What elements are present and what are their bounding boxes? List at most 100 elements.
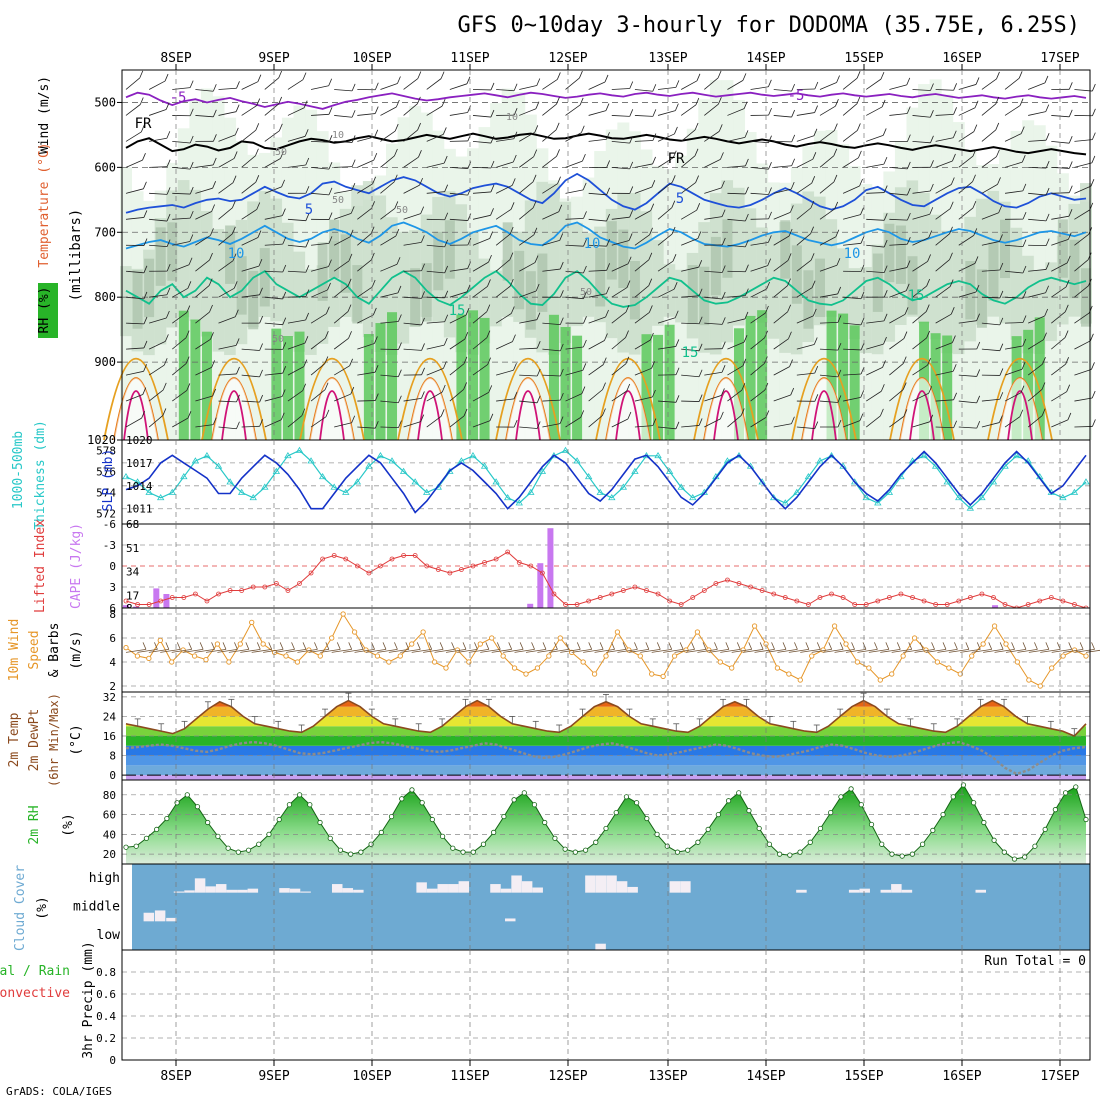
thickness-point bbox=[503, 493, 512, 501]
wind-barb bbox=[148, 389, 164, 402]
wind-barb bbox=[443, 155, 448, 164]
wind-barb bbox=[195, 164, 214, 168]
wind-barb bbox=[542, 240, 560, 246]
thickness-point bbox=[133, 478, 142, 485]
wind-barb bbox=[950, 177, 955, 185]
wind-barb bbox=[305, 213, 310, 221]
date-label-bottom: 12SEP bbox=[548, 1069, 587, 1084]
wind-speed-point bbox=[260, 641, 266, 647]
wind-barb bbox=[983, 649, 1004, 653]
wind-barb bbox=[194, 649, 215, 653]
wind-speed-point bbox=[1003, 641, 1009, 647]
temperature-contour bbox=[299, 357, 365, 441]
wind-barb bbox=[148, 80, 166, 90]
wind-barb bbox=[405, 642, 410, 650]
date-label-top: 8SEP bbox=[160, 51, 191, 66]
wind-barb bbox=[999, 392, 1004, 400]
wind-barb bbox=[380, 83, 398, 90]
wind-barb bbox=[880, 384, 885, 392]
wind-speed-point bbox=[123, 644, 129, 651]
wind-barb bbox=[142, 642, 147, 650]
wind-speed-point bbox=[591, 671, 598, 677]
wind-barb bbox=[745, 213, 749, 222]
wind-barb bbox=[251, 649, 272, 653]
rh-shade bbox=[271, 328, 282, 440]
wind-barb bbox=[256, 98, 261, 106]
rh-point bbox=[205, 819, 211, 826]
wind-barb bbox=[1085, 649, 1100, 653]
wind-barb bbox=[1004, 133, 1022, 142]
cape-bar bbox=[537, 563, 544, 608]
wind-barb bbox=[217, 649, 238, 653]
wind-barb bbox=[674, 649, 695, 653]
wind-barb bbox=[160, 649, 181, 653]
temp-band bbox=[126, 745, 1086, 756]
rh-label: 50 bbox=[272, 334, 284, 345]
warm-core bbox=[408, 378, 452, 440]
wind-barb bbox=[195, 211, 212, 220]
wind-barb bbox=[354, 649, 375, 653]
wind-barb bbox=[743, 649, 764, 653]
wind-barb bbox=[773, 235, 790, 246]
wind-barb bbox=[796, 372, 815, 376]
wind-barb bbox=[842, 130, 858, 142]
wind-barb bbox=[717, 97, 722, 105]
lifted-index-point bbox=[574, 602, 580, 607]
wind-barb bbox=[125, 188, 144, 194]
wind-barb bbox=[303, 359, 308, 367]
wind-barb bbox=[952, 335, 956, 343]
wind-barb bbox=[444, 239, 449, 248]
wind-barb bbox=[519, 374, 538, 377]
wind-barb bbox=[605, 309, 609, 318]
rh-shade bbox=[653, 334, 664, 440]
wind-barb bbox=[588, 389, 603, 402]
temperature-contour bbox=[615, 390, 641, 441]
wind-barb bbox=[278, 96, 283, 105]
wind-barb bbox=[264, 130, 280, 142]
wind-barb bbox=[671, 200, 676, 208]
wind-barb bbox=[287, 218, 306, 222]
wind-barb bbox=[556, 149, 560, 157]
wind-barb bbox=[310, 85, 329, 90]
wind-barb bbox=[513, 419, 518, 428]
wind-speed-point bbox=[797, 677, 803, 683]
wind-barb bbox=[209, 304, 213, 313]
thickness-point bbox=[180, 472, 188, 480]
wind-barb bbox=[241, 425, 260, 428]
wind-barb bbox=[580, 410, 585, 418]
wind-barb bbox=[750, 417, 767, 428]
wind-barb bbox=[656, 642, 661, 650]
y-tick-label-left: 3 bbox=[109, 581, 116, 594]
wind-barb bbox=[462, 642, 467, 650]
wind-barb bbox=[606, 239, 610, 247]
wind-barb bbox=[611, 166, 630, 170]
thickness-point bbox=[365, 462, 373, 469]
rh-shade bbox=[329, 219, 340, 279]
wind-barb bbox=[906, 187, 911, 196]
wind-barb bbox=[542, 348, 561, 352]
wind-barb bbox=[721, 317, 726, 325]
wind-barb bbox=[513, 391, 518, 400]
wind-barb bbox=[629, 161, 634, 170]
wind-barb bbox=[819, 374, 838, 378]
wind-barb bbox=[680, 155, 696, 168]
wind-barb bbox=[583, 291, 587, 299]
contour-label: 15 bbox=[449, 303, 466, 319]
wind-barb bbox=[1022, 183, 1027, 192]
rh-point bbox=[766, 841, 773, 847]
wind-speed-point bbox=[660, 673, 666, 680]
wind-barb bbox=[513, 83, 518, 91]
wind-barb bbox=[357, 259, 372, 272]
lifted-index-point bbox=[886, 595, 892, 600]
wind-barb bbox=[999, 317, 1004, 326]
thickness-point bbox=[584, 472, 593, 480]
wind-barb bbox=[565, 270, 584, 274]
wind-barb bbox=[189, 161, 194, 170]
wind-barb bbox=[394, 123, 399, 132]
wind-barb bbox=[720, 152, 724, 160]
wind-barb bbox=[343, 649, 364, 653]
wind-barb bbox=[981, 269, 1000, 272]
axis-label-wind: Wind (m/s) bbox=[37, 76, 52, 154]
wind-barb bbox=[449, 291, 468, 298]
wind-barb bbox=[697, 231, 702, 239]
